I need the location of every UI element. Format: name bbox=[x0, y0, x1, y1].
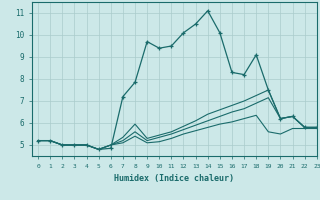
X-axis label: Humidex (Indice chaleur): Humidex (Indice chaleur) bbox=[115, 174, 234, 183]
